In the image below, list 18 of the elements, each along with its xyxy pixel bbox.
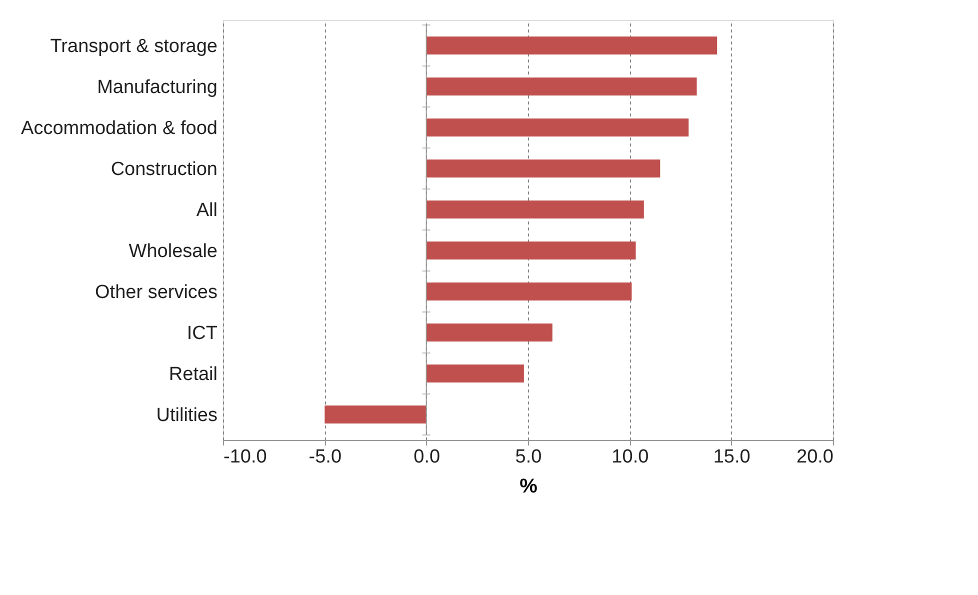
y-tick-label: Other services [95,282,218,303]
x-tick-label: 20.0 [796,446,834,468]
y-tick-label: Utilities [156,405,218,426]
x-tick-label: 0.0 [414,446,440,468]
x-tick-label: 5.0 [515,446,542,468]
y-tick-label: Wholesale [128,241,218,262]
x-axis-title: % [520,476,538,498]
x-tick-label: -5.0 [308,446,342,468]
y-tick-label: Transport & storage [50,36,218,57]
x-tick-label: 15.0 [713,446,750,468]
y-tick-label: Retail [168,364,218,385]
y-tick-label: ICT [186,323,218,344]
y-tick-label: All [196,200,218,221]
x-tick-label: -10.0 [224,446,267,468]
y-tick-label: Manufacturing [97,77,218,98]
y-tick-label: Accommodation & food [21,118,218,139]
y-tick-label: Construction [110,159,218,180]
x-tick-label: 10.0 [612,446,649,468]
